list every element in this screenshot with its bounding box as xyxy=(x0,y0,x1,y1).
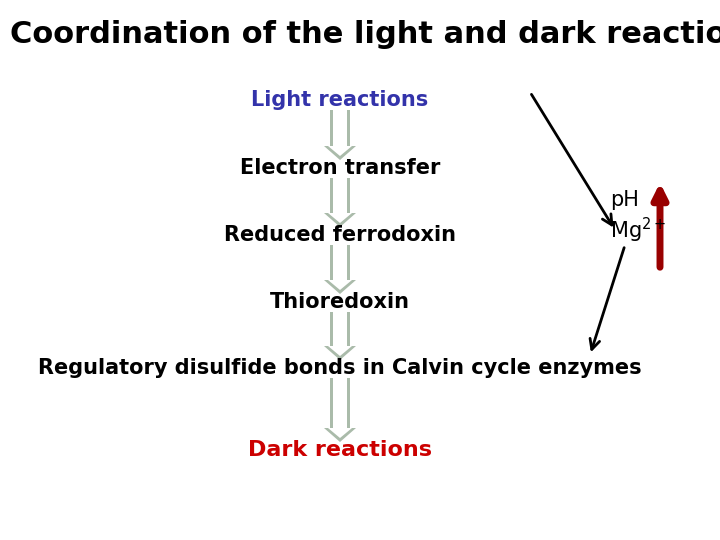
Polygon shape xyxy=(328,280,352,290)
Polygon shape xyxy=(324,178,356,227)
Polygon shape xyxy=(324,312,356,360)
Text: Coordination of the light and dark reactions: Coordination of the light and dark react… xyxy=(10,20,720,49)
Polygon shape xyxy=(328,146,352,156)
Text: Regulatory disulfide bonds in Calvin cycle enzymes: Regulatory disulfide bonds in Calvin cyc… xyxy=(38,358,642,378)
Polygon shape xyxy=(333,378,347,428)
Polygon shape xyxy=(324,378,356,442)
Polygon shape xyxy=(324,110,356,160)
Polygon shape xyxy=(333,312,347,346)
Text: Thioredoxin: Thioredoxin xyxy=(270,292,410,312)
Polygon shape xyxy=(328,428,352,438)
Polygon shape xyxy=(333,178,347,213)
Polygon shape xyxy=(333,245,347,280)
Text: Electron transfer: Electron transfer xyxy=(240,158,440,178)
Polygon shape xyxy=(333,110,347,146)
Text: Mg$^{2+}$: Mg$^{2+}$ xyxy=(610,215,666,245)
Polygon shape xyxy=(328,346,352,356)
Polygon shape xyxy=(328,213,352,223)
Polygon shape xyxy=(324,245,356,294)
Text: Reduced ferrodoxin: Reduced ferrodoxin xyxy=(224,225,456,245)
Text: Dark reactions: Dark reactions xyxy=(248,440,432,460)
Text: pH: pH xyxy=(610,190,639,210)
Text: Light reactions: Light reactions xyxy=(251,90,428,110)
